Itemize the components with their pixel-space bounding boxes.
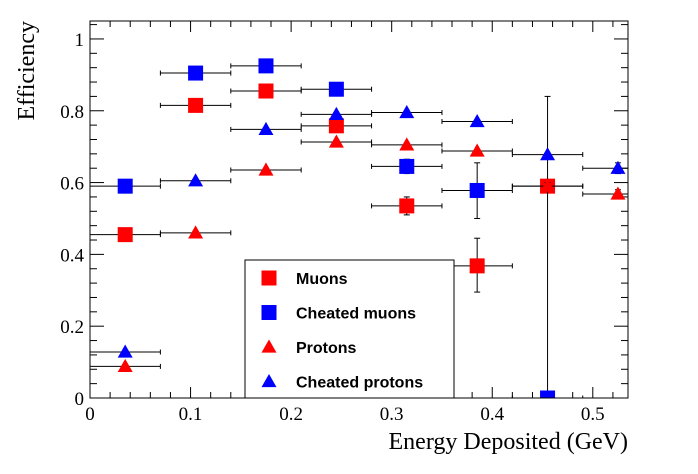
protons-point [540,178,556,192]
muons-point [188,97,204,113]
x-tick-label: 0.3 [380,404,404,425]
cheated-protons-point [258,121,274,136]
legend-protons-label: Protons [296,340,357,357]
protons-point [469,143,485,157]
y-tick-label: 0.2 [60,317,84,338]
legend-muons-label: Muons [296,271,348,288]
muons-point [399,198,415,214]
muons-point [469,258,485,274]
muons-point [328,118,344,134]
legend-muons-marker [261,270,277,286]
protons-point [188,225,204,239]
legend-box [244,259,455,399]
cheated-protons-point [117,344,133,358]
legend-cheated-protons-marker [261,374,277,388]
cheated-muons-point [117,178,133,194]
protons-point [399,137,415,151]
data-layer [90,58,628,398]
muons-point [117,227,133,243]
cheated-muons-point [258,58,274,74]
y-tick-label: 1 [75,30,85,51]
cheated-muons-point [399,158,415,174]
muons-point [258,83,274,99]
legend: Muons Cheated muons Protons Cheated protons [244,259,455,399]
cheated-protons-point [188,173,204,187]
y-tick-label: 0.8 [60,102,84,123]
protons-point [610,186,626,200]
x-tick-label: 0.5 [581,404,605,425]
y-tick-label: 0 [75,389,85,410]
x-tick-label: 0 [85,404,95,425]
protons-point [258,162,274,176]
cheated-muons-point [328,81,344,97]
cheated-muons-point [540,390,556,398]
y-axis-title: Efficiency [14,21,40,121]
x-tick-label: 0.4 [480,404,504,425]
y-tick-label: 0.6 [60,174,84,195]
cheated-muons-point [469,182,485,198]
cheated-protons-point [469,114,485,128]
cheated-protons-point [610,160,626,174]
x-tick-label: 0.1 [179,404,203,425]
protons-point [328,134,344,148]
cheated-protons-point [399,105,415,119]
x-axis-title: Energy Deposited (GeV) [389,429,628,455]
legend-cheated-muons-label: Cheated muons [296,306,416,323]
legend-cheated-muons-marker [261,305,277,320]
cheated-protons-point [540,147,556,161]
protons-point [117,358,133,373]
cheated-muons-point [188,65,204,81]
y-tick-label: 0.4 [60,245,84,266]
x-tick-label: 0.2 [279,404,303,425]
legend-protons-marker [261,339,277,353]
cheated-protons-point [328,106,344,120]
legend-cheated-protons-label: Cheated protons [296,375,423,392]
